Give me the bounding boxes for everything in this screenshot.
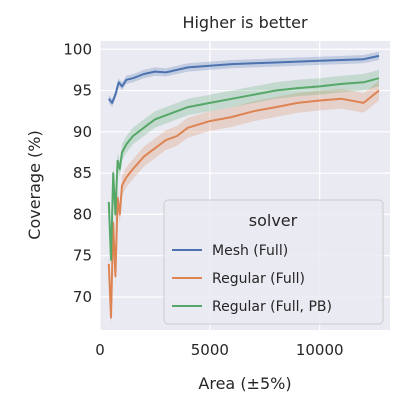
y-tick-label: 75 (73, 247, 92, 265)
series-band-2 (108, 80, 380, 328)
y-axis-label: Coverage (%) (25, 130, 44, 239)
legend-label: Regular (Full, PB) (212, 299, 332, 315)
legend-title: solver (249, 211, 298, 230)
chart-title: Higher is better (182, 13, 308, 32)
series-line-2 (107, 89, 380, 319)
legend-label: Mesh (Full) (212, 243, 288, 259)
tick-labels: 0 5000 10000 70 75 80 85 90 95 100 (63, 40, 343, 359)
y-tick-label: 95 (73, 82, 92, 100)
legend: solver Mesh (Full) Regular (Full) Regular … (163, 199, 384, 325)
y-tick-label: 85 (73, 164, 92, 182)
series-line-1 (108, 54, 380, 104)
x-axis-label: Area (±5%) (198, 374, 291, 393)
y-tick-label: 80 (73, 205, 92, 223)
y-tick-label: 70 (73, 288, 92, 306)
legend-item-2: Regular (Full) (172, 271, 305, 287)
series-band-3 (108, 69, 380, 269)
legend-item-3: Regular (Full, PB) (172, 299, 332, 315)
x-tick-label: 0 (95, 341, 105, 359)
y-tick-label: 100 (63, 40, 92, 58)
legend-box (163, 199, 384, 325)
legend-item-1: Mesh (Full) (172, 243, 288, 259)
series-line-3 (107, 77, 380, 261)
series-lines (107, 54, 380, 319)
x-tick-label: 10000 (296, 341, 344, 359)
legend-label: Regular (Full) (212, 271, 305, 287)
x-tick-label: 5000 (191, 341, 229, 359)
y-tick-label: 90 (73, 123, 92, 141)
